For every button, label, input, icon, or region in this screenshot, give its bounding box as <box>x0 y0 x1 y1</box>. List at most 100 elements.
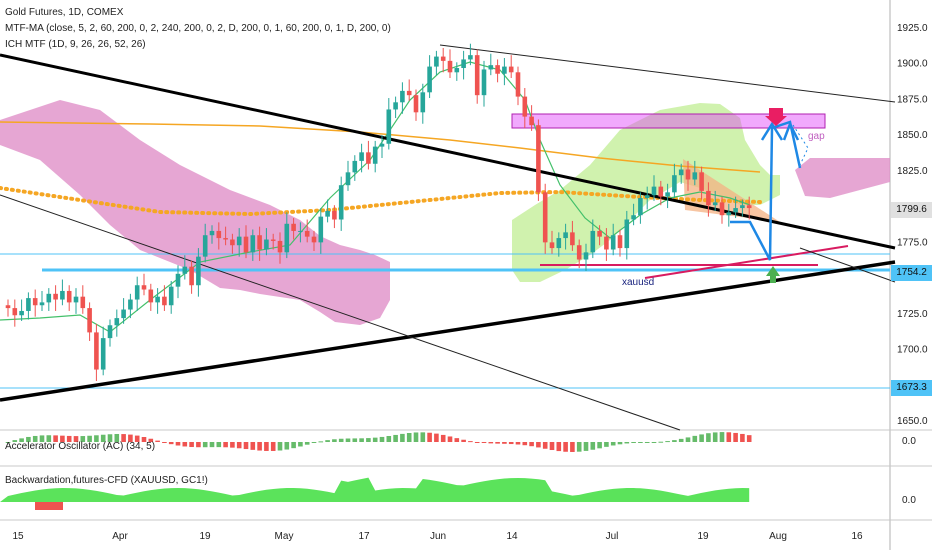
ac-bar <box>73 436 79 442</box>
candle <box>740 205 745 209</box>
candle <box>542 192 548 243</box>
candle <box>495 65 500 74</box>
candle <box>338 185 344 220</box>
support-price-tag: 1754.2 <box>891 265 932 281</box>
candle <box>733 208 738 213</box>
ac-oscillator-legend[interactable]: Accelerator Oscillator (AC) (34, 5) <box>5 441 156 452</box>
ac-bar <box>5 442 11 443</box>
candle <box>651 186 657 196</box>
candle <box>556 238 562 249</box>
ac-bar <box>325 440 330 442</box>
candle <box>264 239 269 250</box>
forecast-arrowhead <box>782 120 800 141</box>
ac-bar <box>128 434 133 442</box>
sell-arrow-marker <box>765 108 787 126</box>
ac-bar <box>372 437 378 442</box>
candle <box>536 125 541 193</box>
ac-bar <box>393 434 398 442</box>
candle <box>39 302 45 306</box>
time-tick-label: 17 <box>358 531 370 542</box>
ac-bar <box>270 442 276 451</box>
ac-bar <box>542 442 548 449</box>
price-tick-label: 1875.0 <box>897 94 928 105</box>
candle <box>100 338 106 370</box>
ac-bar <box>556 442 562 452</box>
ac-bar <box>60 435 65 442</box>
price-tick-label: 1725.0 <box>897 309 928 320</box>
ac-bar <box>311 442 317 443</box>
ac-bar <box>502 442 507 444</box>
ac-bar <box>406 433 412 442</box>
ac-bar <box>644 442 650 443</box>
candle <box>5 305 11 309</box>
candle <box>345 172 351 186</box>
ac-bar <box>427 432 432 442</box>
symbol-title: Gold Futures, 1D, COMEX <box>5 7 124 18</box>
symbol-note-label: xauusd <box>622 277 655 288</box>
candle <box>672 175 677 193</box>
ac-bar <box>155 440 160 442</box>
ma-indicator-legend[interactable]: MTF-MA (close, 5, 2, 60, 200, 0, 2, 240,… <box>5 23 391 34</box>
ac-bar <box>719 432 725 442</box>
ac-bar <box>250 442 256 450</box>
ac-bar <box>638 442 643 443</box>
ac-bar <box>223 442 228 448</box>
candle <box>128 299 133 310</box>
ac-bar <box>386 436 392 442</box>
candle <box>270 239 276 241</box>
candle <box>196 256 201 286</box>
candle <box>447 60 453 73</box>
ac-bar <box>454 438 460 442</box>
time-tick-label: 15 <box>12 531 24 542</box>
ac-bar <box>12 440 18 442</box>
candle <box>427 66 432 93</box>
ichimoku-indicator-legend[interactable]: ICH MTF (1D, 9, 26, 26, 52, 26) <box>5 39 146 50</box>
ac-bar <box>134 435 140 442</box>
candle <box>400 90 405 103</box>
time-tick-label: Jul <box>606 531 619 542</box>
candle <box>291 223 296 231</box>
candle <box>168 286 174 306</box>
candle <box>80 296 86 309</box>
ac-bar <box>597 442 602 449</box>
gap-label: gap <box>808 131 825 142</box>
ac-bar <box>536 442 541 448</box>
candle <box>563 232 568 239</box>
ac-bar <box>332 439 337 442</box>
time-tick-label: 19 <box>697 531 709 542</box>
candle <box>434 56 439 67</box>
candle <box>468 55 473 60</box>
candle <box>284 223 290 253</box>
candle <box>706 190 711 206</box>
forecast-arrowhead <box>760 121 784 141</box>
ac-bar <box>495 442 500 444</box>
ac-bar <box>604 442 609 447</box>
ac-bar <box>631 442 636 443</box>
candle <box>454 68 460 73</box>
backwardation-area <box>0 477 750 502</box>
backwardation-legend[interactable]: Backwardation,futures-CFD (XAUUSD, GC1!) <box>5 475 208 486</box>
ac-bar <box>121 434 126 442</box>
ac-bar <box>80 436 86 442</box>
price-tick-label: 1650.0 <box>897 416 928 427</box>
candle <box>665 192 670 197</box>
ac-bar <box>706 433 711 442</box>
buy-arrow-marker <box>766 266 780 283</box>
ac-bar <box>474 442 480 443</box>
candle <box>719 202 725 216</box>
candle <box>440 56 446 61</box>
candle <box>372 146 378 164</box>
candle <box>175 273 181 287</box>
candle <box>359 152 364 161</box>
candle <box>121 309 126 319</box>
backwardation-negative-bar <box>35 502 63 510</box>
ac-bar <box>175 442 181 446</box>
candle <box>712 202 718 206</box>
ac-bar <box>515 442 521 445</box>
candle <box>746 205 752 209</box>
candle <box>19 310 24 316</box>
ac-bar <box>624 442 630 444</box>
ac-bar <box>318 441 324 443</box>
ma-200-line <box>0 121 761 173</box>
